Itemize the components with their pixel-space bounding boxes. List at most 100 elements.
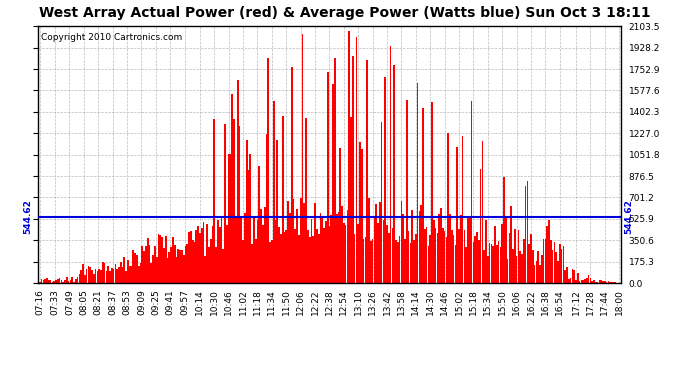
Bar — [613, 282, 615, 283]
Bar — [64, 280, 66, 283]
Text: 544.62: 544.62 — [624, 199, 633, 234]
Text: Copyright 2010 Cartronics.com: Copyright 2010 Cartronics.com — [41, 33, 182, 42]
Bar — [104, 263, 106, 283]
Bar — [584, 279, 586, 283]
Bar — [208, 247, 210, 283]
Bar — [404, 238, 406, 283]
Bar — [480, 169, 482, 283]
Bar — [502, 224, 503, 283]
Bar — [244, 213, 246, 283]
Bar — [73, 282, 75, 283]
Bar — [593, 280, 595, 283]
Bar — [323, 228, 325, 283]
Bar — [496, 244, 497, 283]
Bar — [108, 266, 109, 283]
Bar — [97, 271, 98, 283]
Bar — [296, 209, 298, 283]
Bar — [588, 275, 589, 283]
Bar — [161, 237, 163, 283]
Bar — [314, 203, 316, 283]
Bar — [408, 231, 409, 283]
Bar — [573, 270, 575, 283]
Bar — [568, 279, 570, 283]
Bar — [230, 154, 231, 283]
Bar — [444, 231, 446, 283]
Bar — [497, 241, 500, 283]
Bar — [286, 230, 287, 283]
Bar — [124, 257, 125, 283]
Bar — [342, 206, 343, 283]
Bar — [411, 210, 413, 283]
Bar — [526, 181, 529, 283]
Bar — [375, 204, 377, 283]
Bar — [163, 248, 165, 283]
Bar — [550, 240, 551, 283]
Bar — [132, 250, 134, 283]
Bar — [337, 212, 339, 283]
Bar — [368, 198, 370, 283]
Bar — [446, 237, 447, 283]
Bar — [538, 251, 539, 283]
Bar — [377, 223, 379, 283]
Bar — [177, 249, 179, 283]
Bar — [397, 243, 399, 283]
Bar — [291, 68, 293, 283]
Bar — [417, 83, 418, 283]
Bar — [608, 280, 609, 283]
Bar — [136, 255, 138, 283]
Bar — [359, 142, 361, 283]
Bar — [429, 235, 431, 283]
Bar — [370, 241, 372, 283]
Bar — [331, 215, 332, 283]
Bar — [544, 239, 546, 283]
Bar — [185, 246, 186, 283]
Bar — [242, 240, 244, 283]
Bar — [120, 261, 121, 283]
Bar — [139, 263, 141, 283]
Bar — [339, 148, 341, 283]
Bar — [213, 119, 215, 283]
Bar — [135, 253, 136, 283]
Bar — [604, 281, 606, 283]
Bar — [487, 255, 489, 283]
Bar — [53, 281, 55, 283]
Bar — [109, 271, 111, 283]
Bar — [579, 280, 580, 283]
Bar — [558, 261, 559, 283]
Bar — [168, 252, 170, 283]
Bar — [295, 229, 296, 283]
Bar — [179, 250, 181, 283]
Bar — [66, 278, 68, 283]
Bar — [98, 269, 100, 283]
Bar — [289, 213, 290, 283]
Bar — [183, 255, 184, 283]
Bar — [597, 282, 598, 283]
Bar — [316, 230, 317, 283]
Bar — [62, 282, 64, 283]
Bar — [262, 225, 264, 283]
Bar — [255, 239, 257, 283]
Bar — [552, 250, 553, 283]
Bar — [539, 265, 541, 283]
Bar — [523, 240, 524, 283]
Bar — [84, 275, 86, 283]
Bar — [41, 279, 42, 283]
Bar — [473, 242, 474, 283]
Bar — [469, 218, 471, 283]
Bar — [221, 219, 222, 283]
Bar — [277, 140, 278, 283]
Bar — [476, 231, 478, 283]
Bar — [219, 227, 221, 283]
Bar — [395, 240, 397, 283]
Bar — [600, 280, 602, 283]
Bar — [239, 126, 240, 283]
Bar — [89, 267, 91, 283]
Bar — [39, 282, 41, 283]
Bar — [383, 220, 384, 283]
Bar — [577, 273, 579, 283]
Bar — [241, 218, 242, 283]
Bar — [117, 268, 118, 283]
Bar — [511, 206, 512, 283]
Bar — [464, 230, 465, 283]
Bar — [111, 268, 112, 283]
